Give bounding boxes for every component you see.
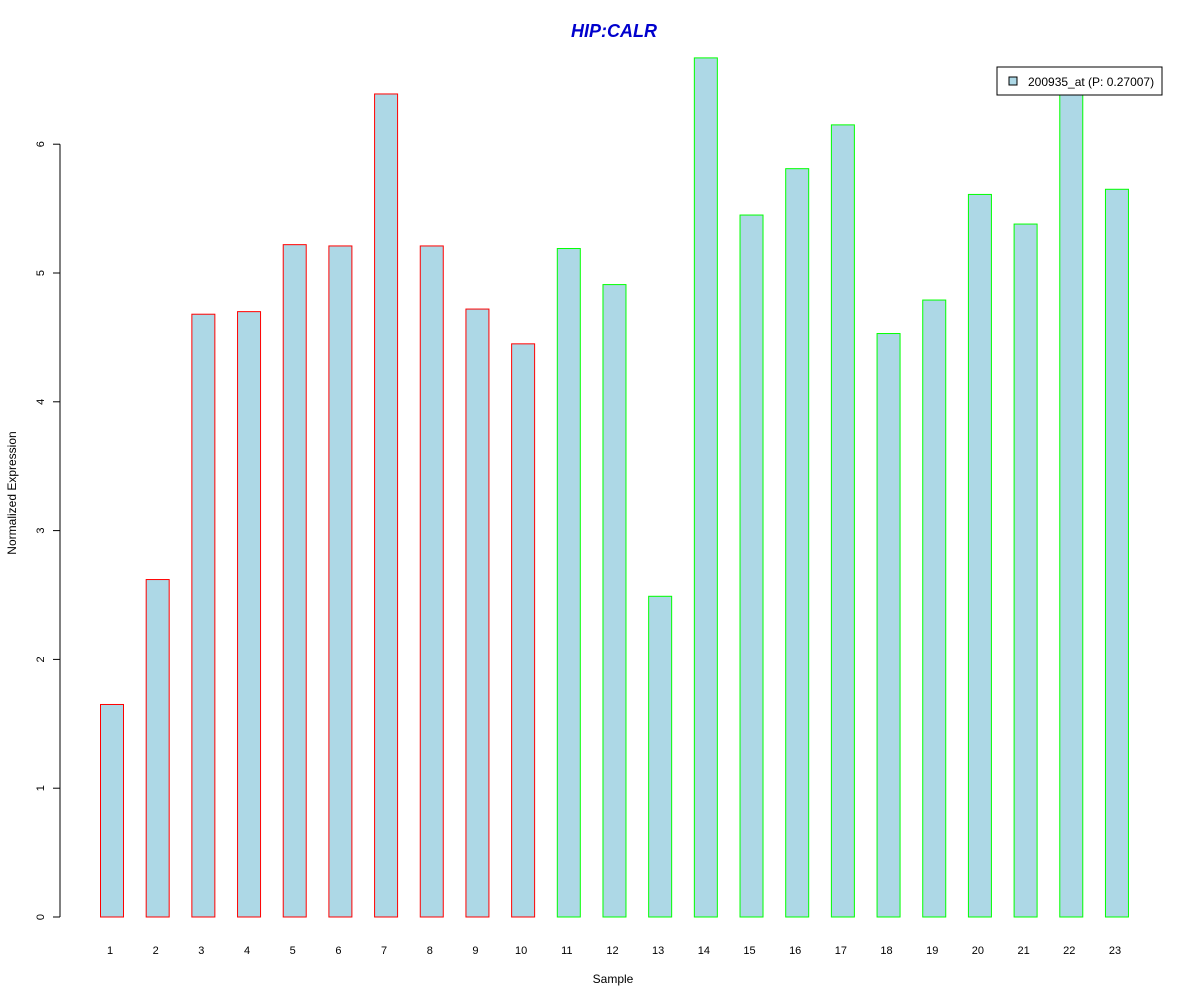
- bar-sample-8: [419, 245, 444, 918]
- legend-swatch: [1008, 76, 1018, 86]
- x-tick-label: 4: [244, 945, 250, 957]
- bar-sample-12: [602, 284, 627, 918]
- x-tick-label: 9: [472, 945, 478, 957]
- bar-sample-1: [100, 703, 124, 918]
- x-tick-label: 18: [880, 945, 892, 957]
- bar-sample-3: [191, 313, 216, 918]
- legend: 200935_at (P: 0.27007): [996, 66, 1163, 96]
- bar-sample-18: [876, 333, 901, 918]
- x-tick-label: 22: [1063, 945, 1075, 957]
- x-tick-label: 16: [789, 945, 801, 957]
- bar-sample-4: [237, 311, 262, 918]
- legend-label: 200935_at (P: 0.27007): [1028, 75, 1154, 89]
- bar-sample-5: [282, 244, 307, 918]
- x-tick-label: 2: [153, 945, 159, 957]
- x-tick-label: 14: [698, 945, 710, 957]
- bar-sample-21: [1013, 223, 1038, 918]
- bar-sample-15: [739, 214, 764, 918]
- x-tick-label: 23: [1109, 945, 1121, 957]
- x-tick-label: 6: [335, 945, 341, 957]
- bar-sample-13: [648, 595, 673, 918]
- y-tick-label: 1: [35, 785, 47, 791]
- x-tick-label: 21: [1017, 945, 1029, 957]
- x-tick-label: 11: [561, 945, 572, 957]
- x-tick-label: 5: [290, 945, 296, 957]
- bar-sample-14: [693, 57, 718, 918]
- chart-title: HIP:CALR: [571, 21, 657, 41]
- y-tick-label: 4: [35, 399, 47, 405]
- x-tick-label: 13: [652, 945, 664, 957]
- x-tick-label: 19: [926, 945, 938, 957]
- bar-sample-11: [556, 248, 581, 918]
- x-tick-label: 12: [606, 945, 618, 957]
- bar-sample-23: [1104, 188, 1129, 918]
- bar-sample-19: [922, 299, 947, 918]
- bar-sample-22: [1059, 88, 1084, 918]
- x-tick-labels: 1 2 3 4 5 6 7 8 9 10 11 12 13 14 15 16 17 18 19 20 21 22 23: [107, 945, 1121, 957]
- x-tick-label: 3: [198, 945, 204, 957]
- x-axis-label: Sample: [593, 972, 634, 986]
- x-tick-label: 17: [835, 945, 847, 957]
- x-tick-label: 10: [515, 945, 527, 957]
- x-tick-label: 8: [427, 945, 433, 957]
- bar-sample-9: [465, 308, 490, 918]
- x-tick-label: 7: [381, 945, 387, 957]
- bar-sample-16: [785, 168, 810, 918]
- bar-sample-7: [374, 93, 399, 918]
- y-tick-label: 3: [35, 528, 47, 534]
- bars: [100, 57, 1129, 918]
- x-tick-label: 1: [107, 945, 113, 957]
- y-axis: 0 1 2 3 4 5 6: [35, 141, 61, 920]
- x-tick-label: 20: [972, 945, 984, 957]
- bar-sample-6: [328, 245, 353, 918]
- y-axis-label: Normalized Expression: [5, 431, 19, 554]
- bar-sample-2: [145, 579, 170, 918]
- legend-box: [996, 66, 1163, 96]
- x-tick-label: 15: [743, 945, 755, 957]
- bar-sample-20: [967, 193, 992, 918]
- bar-sample-17: [830, 124, 855, 918]
- y-tick-label: 2: [35, 656, 47, 662]
- y-tick-label: 6: [35, 141, 47, 147]
- y-tick-label: 0: [35, 914, 47, 920]
- y-tick-label: 5: [35, 270, 47, 276]
- bar-sample-10: [511, 343, 536, 918]
